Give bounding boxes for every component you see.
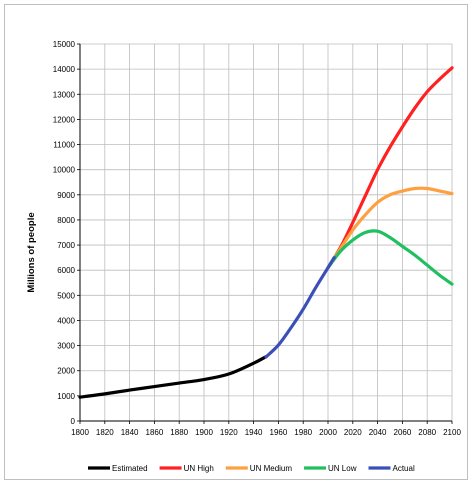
x-tick-label: 2040 [369, 428, 387, 437]
series-line-un-high [326, 66, 454, 270]
legend-label-un-medium: UN Medium [250, 464, 293, 473]
x-tick-label: 2000 [319, 428, 337, 437]
x-tick-label: 1980 [294, 428, 312, 437]
y-tick-label: 14000 [53, 65, 76, 74]
x-tick-label: 1800 [71, 428, 89, 437]
x-tick-label: 1960 [270, 428, 288, 437]
x-tick-label: 1900 [195, 428, 213, 437]
series-line-un-low [326, 229, 454, 286]
legend-label-un-high: UN High [184, 464, 214, 473]
x-tick-label: 2060 [394, 428, 412, 437]
y-tick-label: 0 [71, 417, 76, 426]
y-tick-label: 1000 [57, 392, 75, 401]
series-lines [78, 66, 454, 399]
y-tick-label: 12000 [53, 115, 76, 124]
axes [77, 43, 453, 424]
y-tick-label: 9000 [57, 191, 75, 200]
chart-frame [4, 4, 468, 480]
x-tick-label: 1840 [121, 428, 139, 437]
legend-label-estimated: Estimated [112, 464, 148, 473]
y-tick-label: 3000 [57, 342, 75, 351]
legend-label-un-low: UN Low [328, 464, 357, 473]
y-tick-labels: 0 1000 2000 3000 4000 5000 6000 7000 8000 9000 100… [53, 40, 76, 426]
series-line-un-medium [326, 186, 454, 270]
y-tick-label: 7000 [57, 241, 75, 250]
x-tick-label: 2100 [443, 428, 461, 437]
y-tick-label: 2000 [57, 367, 75, 376]
x-tick-label: 1820 [96, 428, 114, 437]
y-tick-label: 6000 [57, 266, 75, 275]
x-tick-label: 2020 [344, 428, 362, 437]
y-axis-label: Millions of people [26, 212, 37, 292]
x-tick-label: 2080 [418, 428, 436, 437]
x-tick-labels: 1800 1820 1840 1860 1880 1900 1920 1940 1960 1980… [71, 428, 461, 437]
x-tick-label: 1880 [170, 428, 188, 437]
y-tick-label: 5000 [57, 291, 75, 300]
series-line-estimated [78, 355, 268, 399]
y-tick-label: 11000 [53, 141, 75, 150]
y-tick-label: 8000 [57, 216, 75, 225]
legend-label-actual: Actual [392, 464, 414, 473]
y-tick-label: 13000 [53, 90, 76, 99]
y-tick-label: 15000 [53, 40, 76, 49]
x-tick-label: 1940 [245, 428, 263, 437]
x-tick-label: 1920 [220, 428, 238, 437]
legend: Estimated UN High UN Medium UN Low Actual [88, 464, 415, 473]
y-tick-label: 4000 [57, 316, 75, 325]
grid-lines [80, 43, 453, 421]
y-tick-label: 10000 [53, 166, 76, 175]
x-tick-label: 1860 [146, 428, 164, 437]
series-line-actual [264, 256, 336, 359]
